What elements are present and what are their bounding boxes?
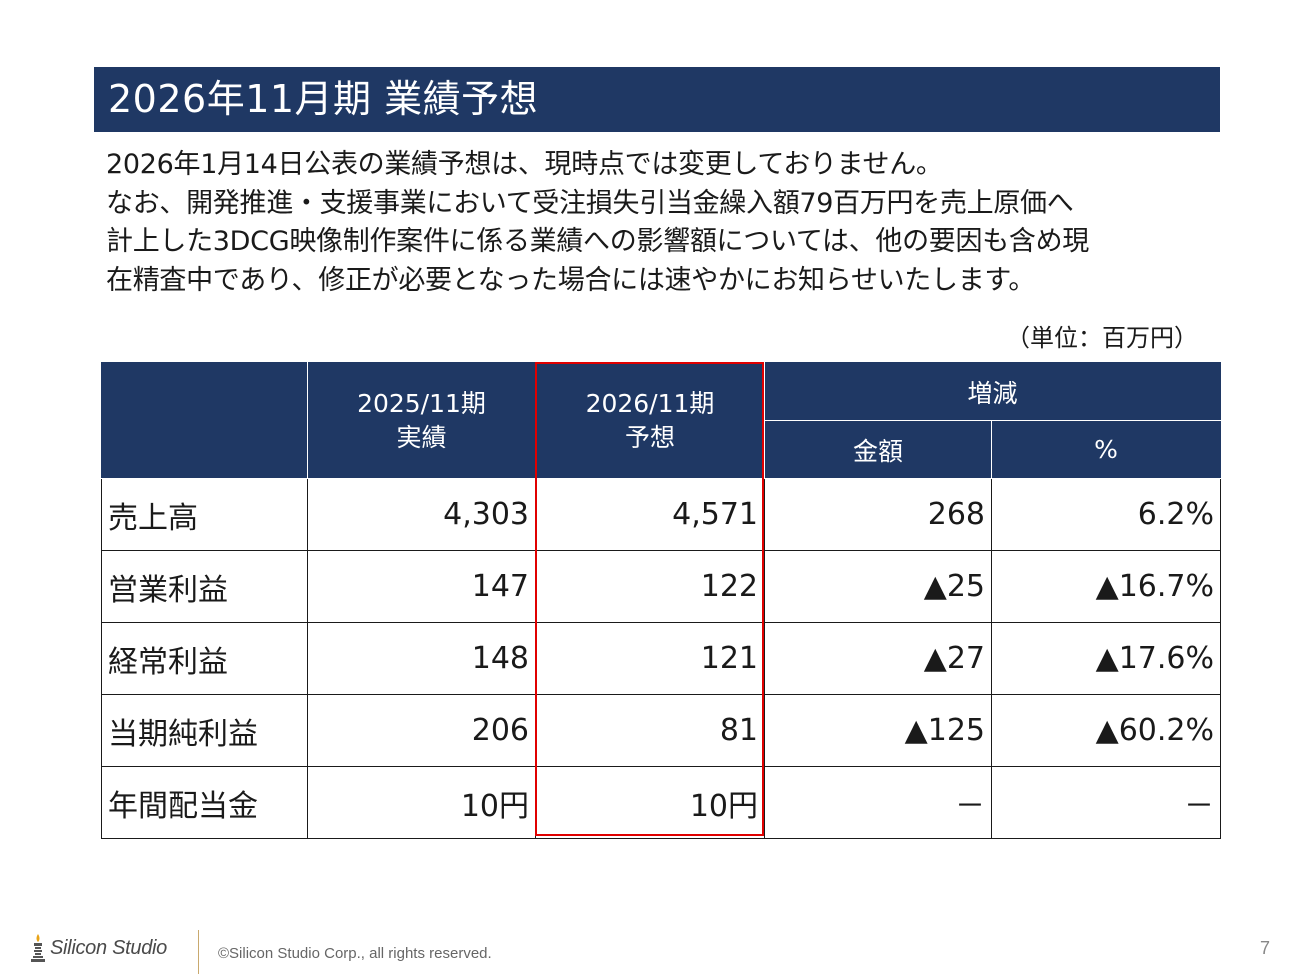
table-row: 経常利益 148 121 ▲27 ▲17.6% — [101, 622, 1222, 695]
header-prev-actual: 2025/11期 実績 — [307, 362, 536, 479]
cell-curr: 4,571 — [535, 478, 765, 551]
cell-amount: － — [764, 766, 992, 839]
row-label: 年間配当金 — [101, 766, 308, 839]
cell-prev: 206 — [307, 694, 536, 767]
header-change: 増減 — [763, 362, 1222, 421]
cell-curr: 122 — [535, 550, 765, 623]
description-line: 2026年1月14日公表の業績予想は、現時点では変更しておりません。 — [106, 149, 943, 180]
row-label: 当期純利益 — [101, 694, 308, 767]
copyright-notice: ©Silicon Studio Corp., all rights reserv… — [218, 945, 492, 962]
row-label: 売上高 — [101, 478, 308, 551]
table-row: 売上高 4,303 4,571 268 6.2% — [101, 478, 1222, 551]
cell-percent: ▲17.6% — [990, 622, 1222, 695]
cell-amount: 268 — [764, 478, 992, 551]
cell-percent: ▲60.2% — [990, 694, 1222, 767]
footer-divider — [198, 930, 199, 974]
cell-prev: 148 — [307, 622, 536, 695]
cell-amount: ▲27 — [764, 622, 992, 695]
header-prev-period: 2025/11期 — [357, 388, 486, 418]
header-curr-forecast: 2026/11期 予想 — [535, 362, 765, 479]
table-row: 当期純利益 206 81 ▲125 ▲60.2% — [101, 694, 1222, 767]
table-row: 営業利益 147 122 ▲25 ▲16.7% — [101, 550, 1222, 623]
page-title: 2026年11月期 業績予想 — [94, 67, 1220, 132]
description: 2026年1月14日公表の業績予想は、現時点では変更しておりません。 なお、開発… — [106, 146, 1216, 300]
row-label: 営業利益 — [101, 550, 308, 623]
cell-prev: 147 — [307, 550, 536, 623]
table-row: 年間配当金 10円 10円 － － — [101, 766, 1222, 839]
cell-percent: ▲16.7% — [990, 550, 1222, 623]
cell-amount: ▲25 — [764, 550, 992, 623]
cell-curr: 10円 — [535, 766, 765, 839]
row-label: 経常利益 — [101, 622, 308, 695]
tower-icon — [31, 934, 45, 962]
company-logo: Silicon Studio — [30, 930, 167, 966]
cell-percent: － — [990, 766, 1222, 839]
cell-curr: 81 — [535, 694, 765, 767]
unit-label: （単位：百万円） — [1006, 324, 1198, 352]
forecast-table: 2025/11期 実績 2026/11期 予想 増減 金額 % 売上高 4,30… — [101, 362, 1222, 839]
description-line: なお、開発推進・支援事業において受注損失引当金繰入額79百万円を売上原価へ — [106, 187, 1074, 219]
header-prev-type: 実績 — [396, 422, 447, 452]
cell-curr: 121 — [535, 622, 765, 695]
cell-prev: 4,303 — [307, 478, 536, 551]
description-line: 在精査中であり、修正が必要となった場合には速やかにお知らせいたします。 — [106, 264, 1036, 296]
header-curr-period: 2026/11期 — [585, 388, 715, 418]
cell-prev: 10円 — [307, 766, 536, 839]
description-line: 計上した3DCG映像制作案件に係る業績への影響額については、他の要因も含め現 — [106, 226, 1089, 257]
header-curr-type: 予想 — [624, 422, 675, 452]
cell-percent: 6.2% — [990, 478, 1222, 551]
page-number: 7 — [1259, 938, 1270, 958]
header-percent: % — [990, 420, 1222, 479]
cell-amount: ▲125 — [764, 694, 992, 767]
header-amount: 金額 — [764, 420, 992, 479]
header-blank-cell — [101, 362, 308, 479]
logo-text: Silicon Studio — [50, 936, 167, 959]
